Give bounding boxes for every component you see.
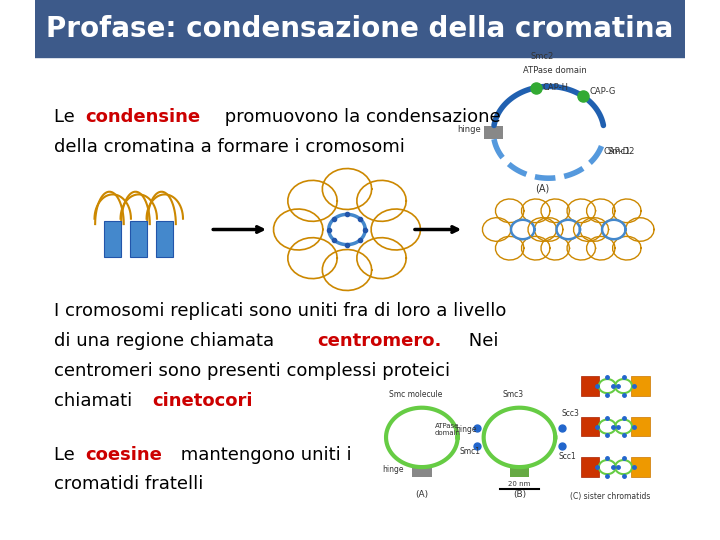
Bar [510, 465, 529, 477]
Bar [484, 126, 503, 139]
Text: Scc1: Scc1 [559, 452, 576, 461]
Text: I cromosomi replicati sono uniti fra di loro a livello: I cromosomi replicati sono uniti fra di … [54, 302, 507, 320]
Text: Smc1: Smc1 [459, 447, 480, 456]
Text: Profase: condensazione della cromatina: Profase: condensazione della cromatina [46, 15, 674, 43]
Text: Scc3: Scc3 [562, 409, 580, 418]
Text: Nei: Nei [463, 332, 498, 350]
Text: (A): (A) [535, 184, 549, 194]
Bar [412, 465, 431, 477]
Bar [631, 457, 649, 477]
Bar [631, 376, 649, 396]
Bar [581, 417, 600, 436]
Text: cromatidi fratelli: cromatidi fratelli [54, 475, 204, 493]
Text: hinge: hinge [382, 465, 403, 475]
Text: chiamati: chiamati [54, 392, 138, 409]
Bar [130, 221, 147, 256]
Text: promuovono la condensazione: promuovono la condensazione [220, 108, 501, 126]
Text: Smc1: Smc1 [607, 147, 631, 156]
Text: della cromatina a formare i cromosomi: della cromatina a formare i cromosomi [54, 138, 405, 156]
Text: hinge: hinge [458, 125, 482, 134]
Text: Smc molecule: Smc molecule [389, 390, 442, 399]
Text: Smc3: Smc3 [503, 390, 523, 399]
Text: cinetocori: cinetocori [152, 392, 253, 409]
Text: centromero.: centromero. [318, 332, 442, 350]
Text: coesine: coesine [85, 446, 162, 463]
Text: ATPase
domain: ATPase domain [435, 423, 461, 436]
Text: mantengono uniti i: mantengono uniti i [175, 446, 351, 463]
Text: CAP-D2: CAP-D2 [604, 147, 635, 156]
Text: condensine: condensine [85, 108, 200, 126]
Bar [104, 221, 121, 256]
Text: Le: Le [54, 446, 81, 463]
Bar [581, 376, 600, 396]
Text: CAP-H: CAP-H [543, 83, 569, 92]
Text: (B): (B) [513, 490, 526, 499]
Text: CAP-G: CAP-G [590, 86, 616, 96]
Text: centromeri sono presenti complessi proteici: centromeri sono presenti complessi prote… [54, 362, 450, 380]
Text: hinge: hinge [456, 425, 477, 434]
FancyBboxPatch shape [35, 0, 685, 57]
Text: ATPase domain: ATPase domain [523, 66, 587, 75]
Text: Smc2: Smc2 [531, 52, 554, 62]
Text: (A): (A) [415, 490, 428, 499]
Bar [581, 457, 600, 477]
Bar [631, 417, 649, 436]
Bar [156, 221, 174, 256]
Text: Le: Le [54, 108, 81, 126]
Text: di una regione chiamata: di una regione chiamata [54, 332, 280, 350]
Text: 20 nm: 20 nm [508, 481, 531, 487]
Text: (C) sister chromatids: (C) sister chromatids [570, 492, 651, 502]
